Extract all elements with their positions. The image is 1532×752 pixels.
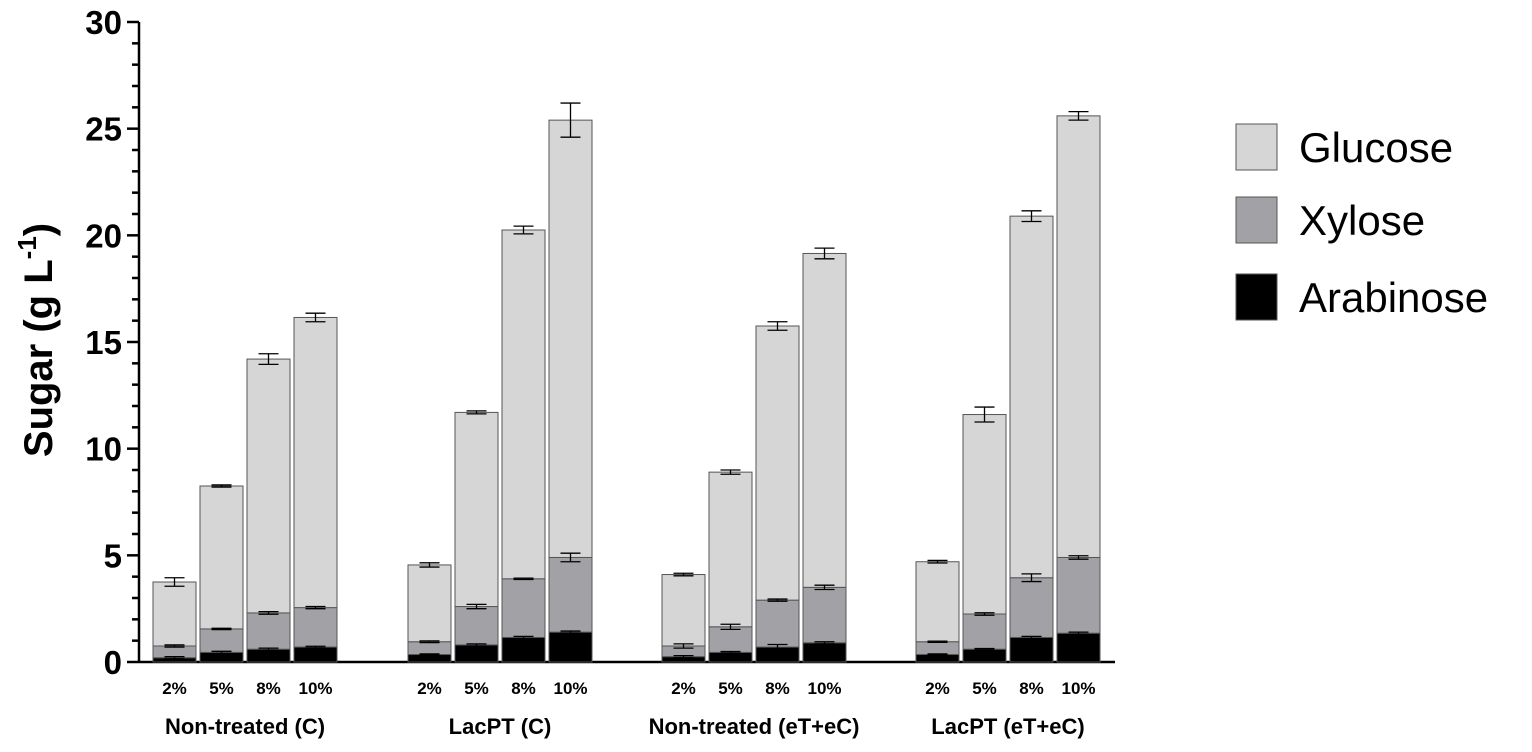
bar-segment-arabinose [1056, 632, 1101, 663]
x-category-label: 2% [162, 679, 187, 698]
y-axis-label-superscript: -1 [12, 236, 42, 259]
bars [152, 115, 1101, 663]
bar-segment-glucose [661, 574, 706, 647]
x-category-label: 8% [256, 679, 281, 698]
x-category-label: 5% [718, 679, 743, 698]
bar-segment-glucose [454, 411, 499, 608]
x-category-label: 8% [511, 679, 536, 698]
bar-segment-xylose [915, 641, 960, 656]
bar-segment-glucose [548, 119, 593, 558]
x-group-label: Non-treated (C) [165, 714, 325, 739]
legend-label-xylose: Xylose [1299, 197, 1425, 244]
x-group-label: LacPT (eT+eC) [931, 714, 1084, 739]
y-axis-label-close: ) [17, 223, 61, 236]
legend-label-glucose: Glucose [1299, 124, 1453, 171]
x-category-label: 10% [553, 679, 587, 698]
legend-swatch-glucose [1235, 123, 1278, 171]
bar-segment-arabinose [548, 631, 593, 663]
bar-segment-glucose [755, 325, 800, 601]
bar-segment-arabinose [962, 648, 1007, 663]
y-tick-label: 20 [85, 217, 122, 254]
error-bars [164, 102, 1089, 660]
bar-segment-xylose [1009, 577, 1054, 638]
x-category-label: 2% [417, 679, 442, 698]
bar-segment-glucose [1009, 215, 1054, 579]
bar-segment-xylose [152, 645, 197, 659]
x-category-label: 5% [464, 679, 489, 698]
x-category-label: 2% [671, 679, 696, 698]
bar-segment-glucose [501, 229, 546, 580]
y-tick-label: 5 [104, 537, 122, 574]
y-axis-label-text: Sugar (g L [17, 259, 61, 457]
bar-segment-xylose [293, 607, 338, 648]
axis-labels: 0 5 10 15 20 25 30 2% 5% 8% 10% Non-treated (C) 2% 5%… [85, 4, 1095, 739]
bar-segment-xylose [802, 586, 847, 644]
bar-segment-glucose [962, 414, 1007, 615]
bar-segment-glucose [199, 485, 244, 630]
legend-swatch-xylose [1235, 196, 1278, 244]
x-group-label: LacPT (C) [449, 714, 552, 739]
y-tick-label: 25 [85, 111, 122, 148]
x-category-label: 5% [972, 679, 997, 698]
bar-segment-xylose [199, 628, 244, 653]
x-category-label: 8% [1019, 679, 1044, 698]
bar-segment-glucose [407, 564, 452, 643]
bar-segment-glucose [708, 471, 753, 628]
legend: Glucose Xylose Arabinose [1235, 123, 1488, 321]
legend-swatch-arabinose [1235, 273, 1278, 321]
bar-segment-xylose [454, 606, 499, 646]
bar-segment-xylose [962, 613, 1007, 650]
y-tick-label: 0 [104, 644, 122, 681]
bar-segment-arabinose [501, 636, 546, 663]
y-tick-label: 30 [85, 4, 122, 41]
bar-segment-xylose [407, 641, 452, 656]
y-axis-label: Sugar (g L-1) [12, 223, 61, 457]
bar-segment-glucose [293, 316, 338, 609]
bar-segment-xylose [708, 626, 753, 653]
legend-label-arabinose: Arabinose [1299, 274, 1488, 321]
x-category-label: 5% [209, 679, 234, 698]
x-category-label: 10% [1061, 679, 1095, 698]
x-group-label: Non-treated (eT+eC) [649, 714, 860, 739]
bar-segment-arabinose [246, 648, 291, 663]
bar-segment-arabinose [454, 644, 499, 663]
bar-segment-glucose [802, 252, 847, 588]
y-tick-label: 15 [85, 324, 122, 361]
bar-segment-glucose [152, 581, 197, 647]
x-category-label: 10% [298, 679, 332, 698]
bar-segment-xylose [755, 599, 800, 648]
bar-segment-glucose [1056, 115, 1101, 558]
x-category-label: 10% [807, 679, 841, 698]
y-tick-label: 10 [85, 431, 122, 468]
bar-segment-xylose [246, 612, 291, 650]
bar-segment-xylose [1056, 556, 1101, 634]
bar-segment-glucose [915, 561, 960, 643]
bar-segment-xylose [548, 556, 593, 633]
bar-segment-glucose [246, 358, 291, 614]
bar-segment-arabinose [802, 642, 847, 663]
x-category-label: 8% [765, 679, 790, 698]
x-category-label: 2% [925, 679, 950, 698]
bar-segment-xylose [501, 578, 546, 638]
bar-segment-arabinose [293, 646, 338, 663]
bar-segment-arabinose [1009, 636, 1054, 663]
